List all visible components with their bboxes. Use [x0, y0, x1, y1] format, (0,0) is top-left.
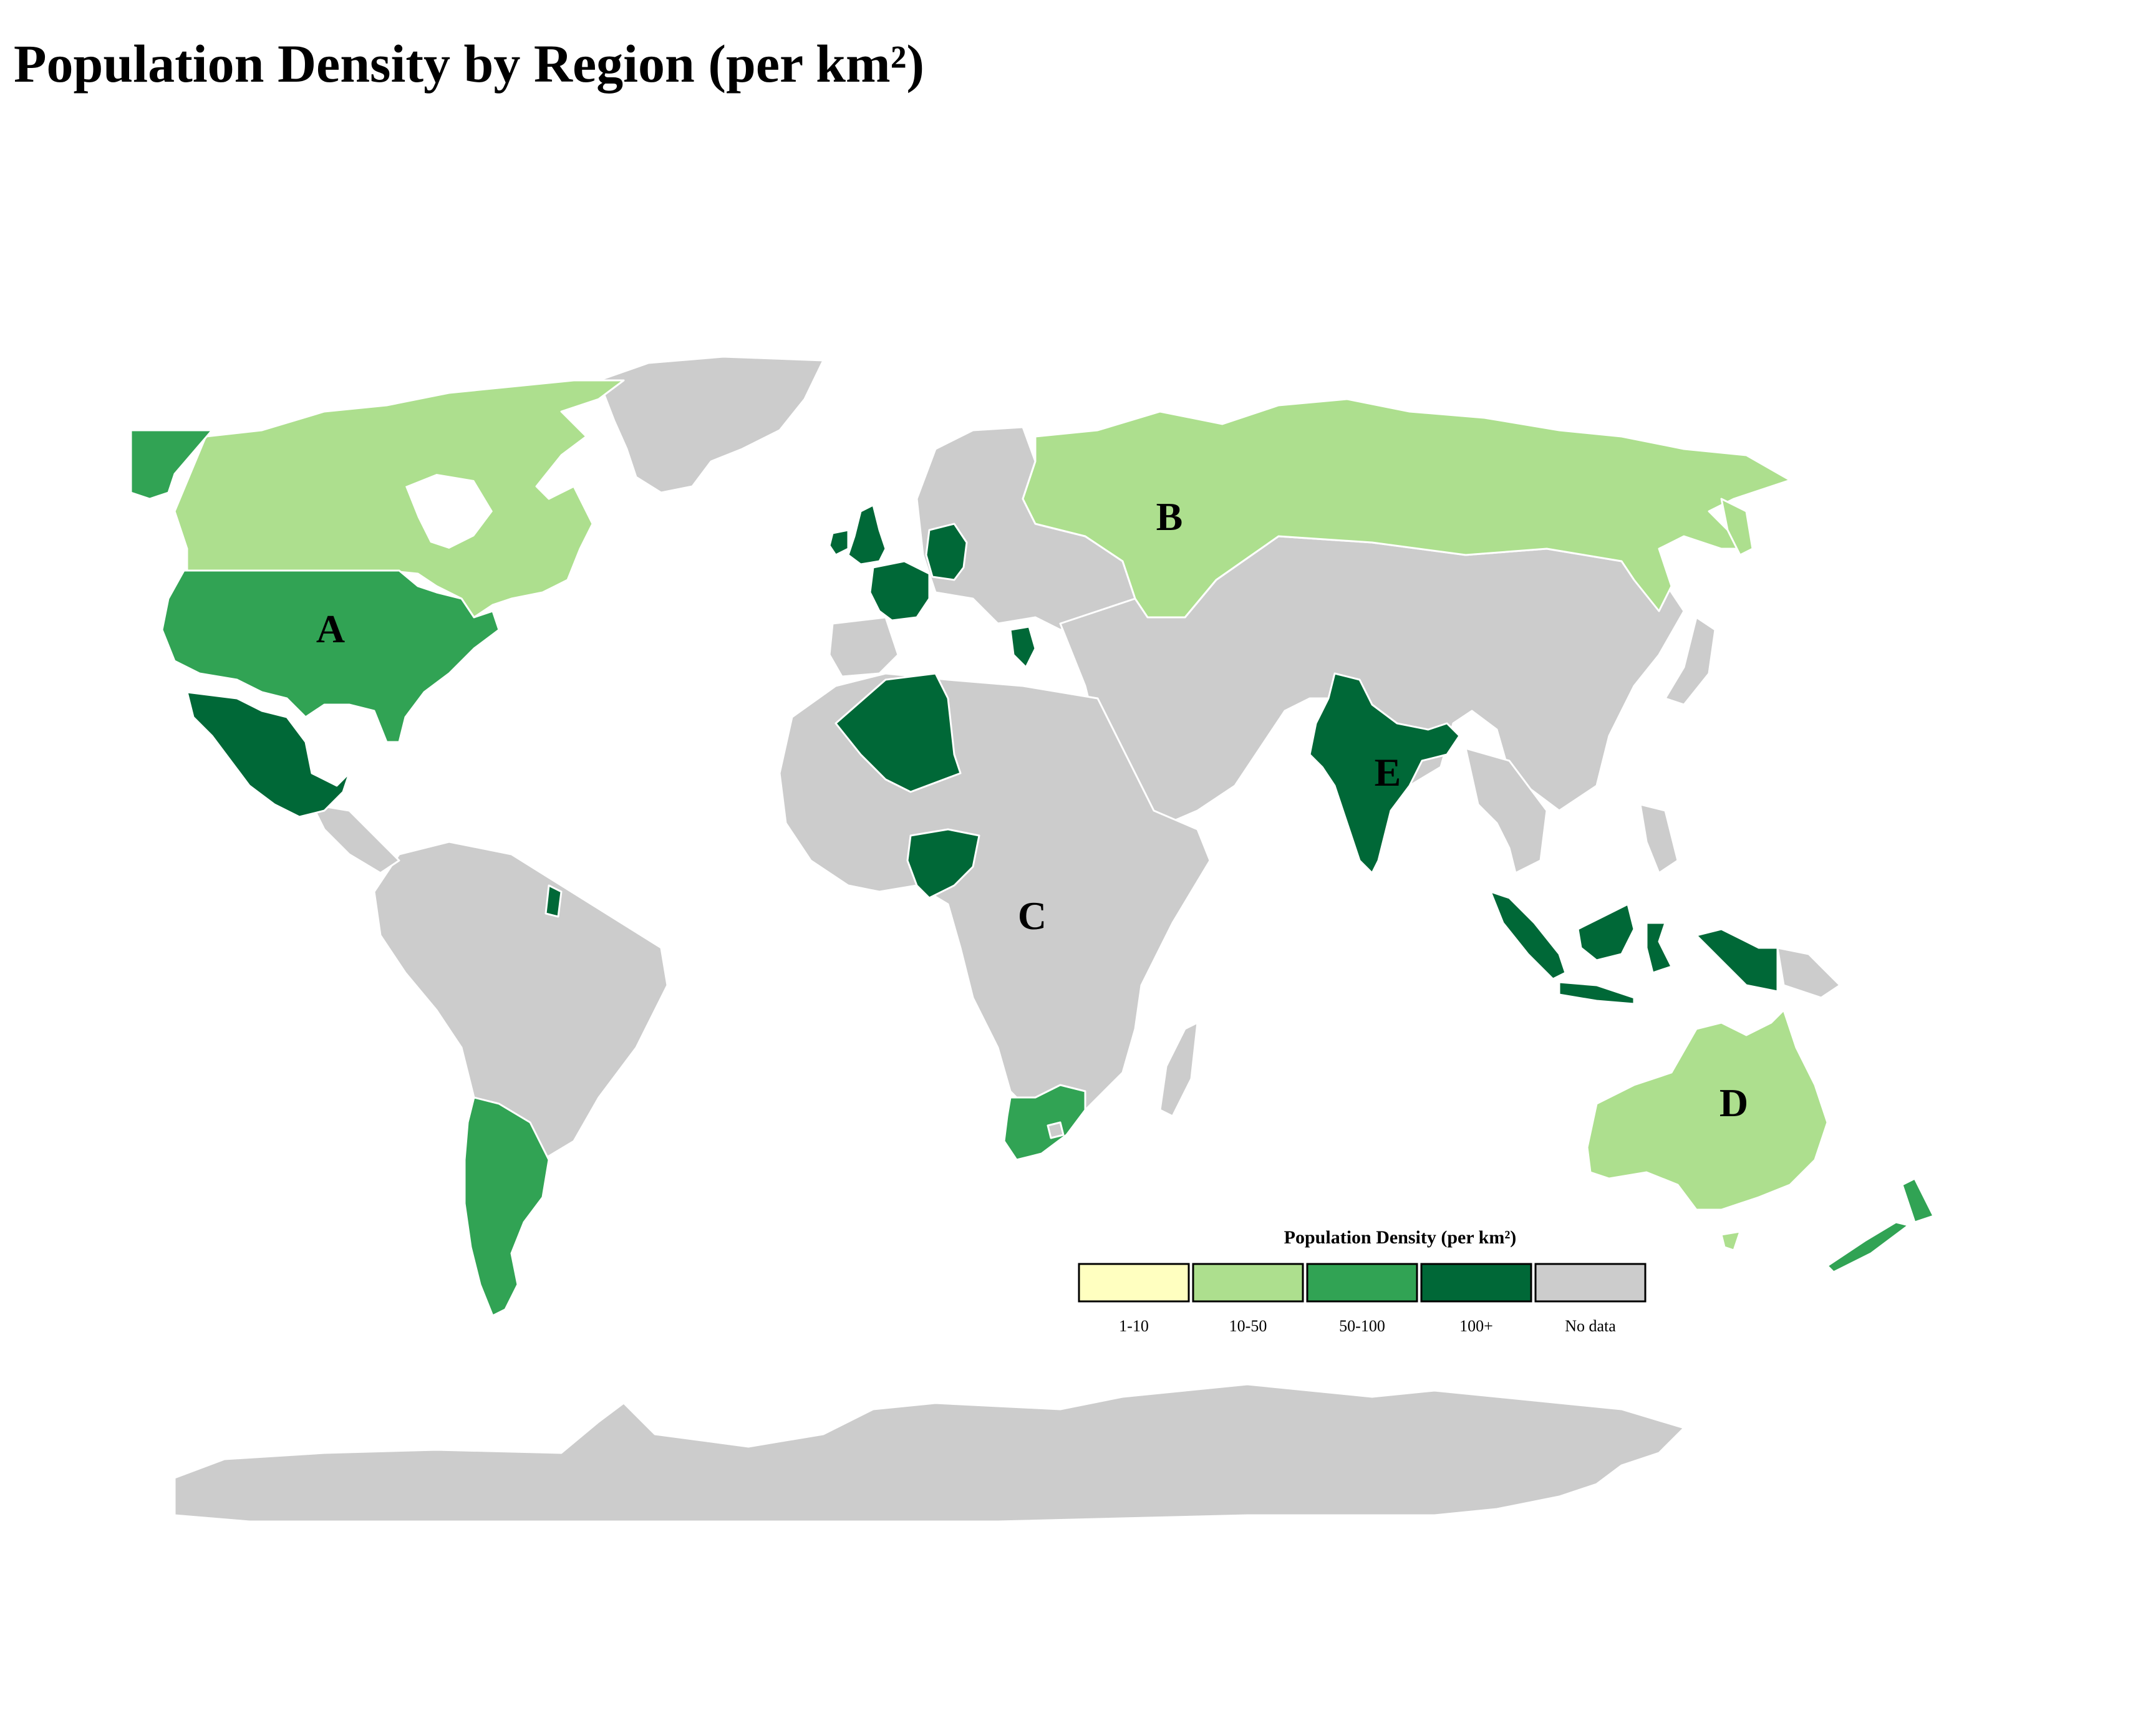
- country-nigeria[interactable]: [906, 828, 980, 899]
- legend: Population Density (per km²) 1-10 10-50 …: [1078, 1227, 1647, 1335]
- legend-swatch-100-plus: [1420, 1263, 1532, 1303]
- region-labels-group: A B C D E: [316, 494, 1748, 1125]
- region-label-a: A: [316, 607, 345, 651]
- country-algeria[interactable]: [834, 672, 962, 793]
- legend-swatch-10-50: [1192, 1263, 1304, 1303]
- country-argentina[interactable]: [463, 1096, 550, 1317]
- country-south-africa[interactable]: [1003, 1084, 1086, 1161]
- data-regions-group: [130, 379, 1935, 1317]
- country-greenland[interactable]: [597, 355, 825, 494]
- legend-tick-1-10: 1-10: [1119, 1317, 1149, 1335]
- country-indonesia-sulawesi[interactable]: [1645, 922, 1673, 974]
- no-data-landmass-group: [173, 355, 1841, 1523]
- legend-title: Population Density (per km²): [1284, 1227, 1517, 1248]
- legend-swatch-50-100: [1306, 1263, 1418, 1303]
- country-antarctica[interactable]: [173, 1383, 1685, 1523]
- country-united-kingdom[interactable]: [847, 504, 887, 566]
- legend-swatch-1-10: [1078, 1263, 1190, 1303]
- hudson-bay: [405, 474, 493, 549]
- country-france[interactable]: [869, 560, 931, 622]
- country-indonesia-java[interactable]: [1558, 981, 1635, 1005]
- country-central-america[interactable]: [311, 803, 400, 874]
- country-indonesia-papua[interactable]: [1695, 928, 1779, 993]
- country-australia[interactable]: [1586, 1009, 1829, 1211]
- country-alaska[interactable]: [130, 429, 213, 500]
- country-russia[interactable]: [1022, 398, 1791, 619]
- region-label-e: E: [1375, 750, 1401, 794]
- country-united-states[interactable]: [161, 569, 500, 743]
- region-label-b: B: [1156, 494, 1183, 539]
- country-lesotho[interactable]: [1047, 1121, 1065, 1139]
- country-australia-tasmania[interactable]: [1720, 1230, 1741, 1251]
- country-indonesia-sumatra[interactable]: [1489, 890, 1567, 980]
- country-madagascar[interactable]: [1159, 1021, 1199, 1117]
- country-spain[interactable]: [828, 616, 899, 678]
- legend-tick-labels: 1-10 10-50 50-100 100+ No data: [1119, 1317, 1616, 1335]
- country-ireland[interactable]: [828, 529, 849, 556]
- country-japan[interactable]: [1664, 616, 1716, 706]
- legend-swatches: [1078, 1263, 1647, 1303]
- legend-swatch-no-data: [1534, 1263, 1647, 1303]
- country-greece[interactable]: [1009, 625, 1037, 668]
- country-germany[interactable]: [925, 523, 968, 581]
- country-russia-kamchatka[interactable]: [1720, 498, 1754, 556]
- region-label-d: D: [1719, 1081, 1748, 1125]
- country-new-zealand-south[interactable]: [1826, 1221, 1910, 1273]
- country-new-zealand-north[interactable]: [1901, 1177, 1935, 1223]
- country-mexico[interactable]: [186, 691, 351, 818]
- legend-tick-no-data: No data: [1565, 1317, 1616, 1335]
- legend-tick-100-plus: 100+: [1459, 1317, 1493, 1335]
- country-papua-new-guinea[interactable]: [1776, 947, 1841, 999]
- legend-tick-10-50: 10-50: [1229, 1317, 1267, 1335]
- country-india[interactable]: [1308, 672, 1461, 874]
- country-south-america-other[interactable]: [373, 841, 669, 1186]
- region-label-c: C: [1018, 894, 1047, 938]
- page-title: Population Density by Region (per km²): [14, 34, 925, 94]
- country-philippines[interactable]: [1639, 803, 1679, 874]
- country-canada[interactable]: [173, 379, 625, 619]
- country-indonesia-borneo[interactable]: [1577, 903, 1635, 962]
- country-africa-other[interactable]: [778, 672, 1211, 1117]
- country-southeast-asia[interactable]: [1464, 747, 1548, 874]
- legend-tick-50-100: 50-100: [1339, 1317, 1385, 1335]
- country-french-guiana[interactable]: [544, 884, 563, 918]
